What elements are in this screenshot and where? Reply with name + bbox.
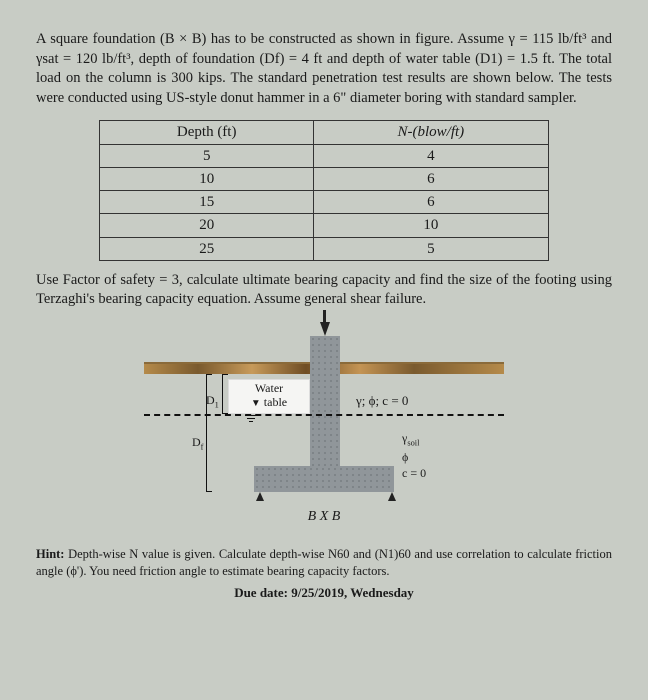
hint-body: Depth-wise N value is given. Calculate d…: [36, 547, 612, 578]
soil-params-top: γ; ϕ; c = 0: [356, 392, 408, 410]
water-table-label-box: Water ▼ table: [228, 379, 310, 414]
soil-params-mid: γsoil ϕ c = 0: [402, 430, 426, 481]
table-row: 255: [100, 237, 548, 260]
cell-n: 10: [314, 214, 549, 237]
instruction-text: Use Factor of safety = 3, calculate ulti…: [36, 271, 612, 310]
cell-n: 6: [314, 191, 549, 214]
cell-depth: 10: [100, 167, 314, 190]
dim-arrow-left-icon: [256, 492, 264, 501]
col-depth: Depth (ft): [100, 121, 314, 144]
spt-table: Depth (ft) N-(blow/ft) 541061562010255: [99, 120, 548, 261]
col-n-text: N-(blow/ft): [397, 124, 464, 140]
gamma-soil-label: γsoil: [402, 431, 419, 445]
load-arrow-icon: [320, 322, 330, 336]
water-label-1: Water: [255, 381, 283, 395]
table-row: 54: [100, 144, 548, 167]
table-row: 156: [100, 191, 548, 214]
hint-text: Hint: Depth-wise N value is given. Calcu…: [36, 546, 612, 580]
table-row: 106: [100, 167, 548, 190]
problem-statement: A square foundation (B × B) has to be co…: [36, 30, 612, 108]
due-date: Due date: 9/25/2019, Wednesday: [36, 584, 612, 602]
cell-depth: 25: [100, 237, 314, 260]
cell-depth: 20: [100, 214, 314, 237]
water-label-2: table: [264, 395, 287, 409]
footing-shape: [254, 466, 394, 492]
column-shape: [310, 336, 340, 466]
hint-label: Hint:: [36, 547, 64, 561]
wt-tri-inline: ▼: [251, 398, 261, 409]
cell-n: 6: [314, 167, 549, 190]
df-label: Df: [192, 434, 203, 453]
dim-arrow-right-icon: [388, 492, 396, 501]
col-n: N-(blow/ft): [314, 121, 549, 144]
cell-n: 4: [314, 144, 549, 167]
cell-depth: 15: [100, 191, 314, 214]
bxb-label: B X B: [144, 508, 504, 527]
table-row: 2010: [100, 214, 548, 237]
phi-label: ϕ: [402, 450, 408, 464]
foundation-figure: Water ▼ table D1 Df γ; ϕ; c = 0 γsoil ϕ …: [144, 322, 504, 532]
water-table-symbol-icon: [244, 414, 258, 423]
figure-container: Water ▼ table D1 Df γ; ϕ; c = 0 γsoil ϕ …: [36, 322, 612, 532]
c-zero-label: c = 0: [402, 466, 426, 480]
water-table-line: [144, 414, 504, 416]
cell-n: 5: [314, 237, 549, 260]
d1-bracket: [222, 374, 228, 414]
d1-label: D1: [206, 392, 219, 411]
cell-depth: 5: [100, 144, 314, 167]
